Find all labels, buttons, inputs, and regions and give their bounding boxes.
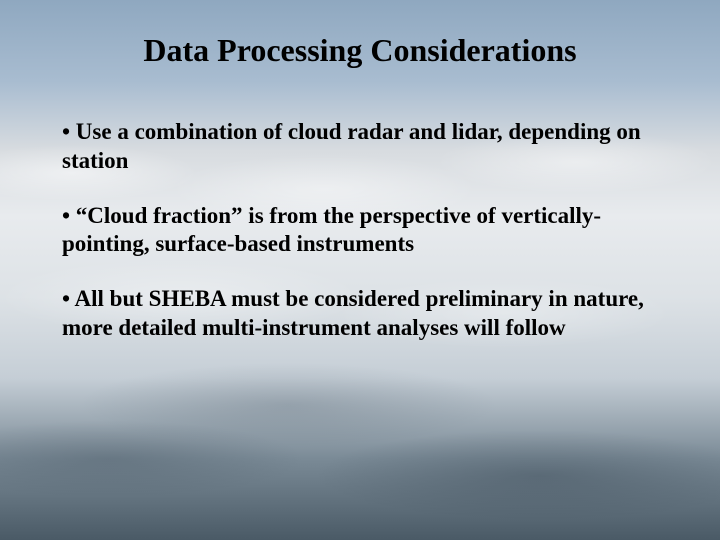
- bullet-item: • “Cloud fraction” is from the perspecti…: [62, 202, 660, 260]
- bullet-item: • Use a combination of cloud radar and l…: [62, 118, 660, 176]
- bullet-item: • All but SHEBA must be considered preli…: [62, 285, 660, 343]
- slide: Data Processing Considerations • Use a c…: [0, 0, 720, 540]
- slide-body: • Use a combination of cloud radar and l…: [62, 118, 660, 369]
- slide-title: Data Processing Considerations: [0, 32, 720, 69]
